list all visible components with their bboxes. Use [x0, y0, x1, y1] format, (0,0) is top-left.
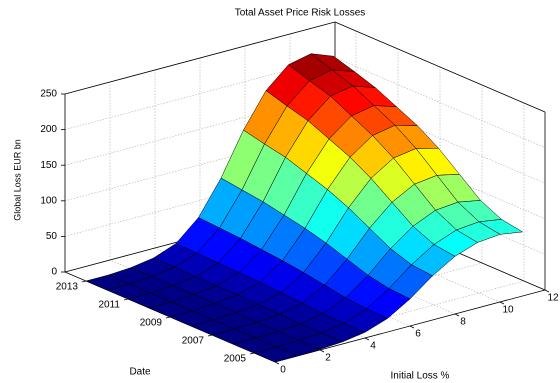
y-tick-label: 2007 — [182, 336, 205, 347]
y-tick-label: 2011 — [98, 300, 120, 311]
tick-mark — [274, 361, 280, 365]
y-tick-label: 2013 — [56, 282, 79, 293]
tick-mark — [364, 337, 370, 341]
tick-mark — [81, 280, 87, 283]
tick-mark — [165, 316, 171, 319]
axis-line — [64, 21, 336, 95]
x-tick-label: 12 — [547, 293, 559, 304]
x-tick-label: 0 — [280, 365, 286, 376]
x-tick-label: 2 — [325, 353, 331, 364]
z-tick-label: 200 — [40, 124, 57, 135]
y-axis-label: Date — [129, 367, 151, 378]
y-tick-label: 2005 — [224, 354, 247, 365]
z-tick-label: 0 — [51, 267, 57, 278]
grid-line — [334, 57, 546, 148]
x-tick-label: 4 — [370, 341, 376, 352]
z-tick-label: 100 — [40, 195, 57, 206]
tick-mark — [207, 334, 213, 337]
x-tick-label: 6 — [415, 329, 421, 340]
z-tick-label: 150 — [40, 160, 57, 171]
tick-mark — [319, 349, 325, 353]
tick-mark — [409, 325, 415, 329]
tick-mark — [454, 313, 460, 317]
y-tick-label: 2009 — [140, 318, 163, 329]
x-tick-label: 10 — [502, 305, 514, 316]
tick-mark — [499, 301, 505, 305]
z-tick-label: 50 — [46, 231, 58, 242]
x-tick-label: 8 — [460, 317, 466, 328]
surface-patch — [253, 346, 299, 363]
z-axis-label: Global Loss EUR bn — [12, 139, 22, 221]
tick-mark — [249, 352, 255, 355]
grid-line — [334, 92, 546, 184]
chart-title: Total Asset Price Risk Losses — [235, 8, 366, 19]
z-tick-label: 250 — [40, 89, 57, 100]
x-axis-label: Initial Loss % — [391, 371, 450, 382]
axis-line — [334, 21, 546, 113]
tick-mark — [544, 289, 550, 293]
tick-mark — [123, 298, 129, 301]
